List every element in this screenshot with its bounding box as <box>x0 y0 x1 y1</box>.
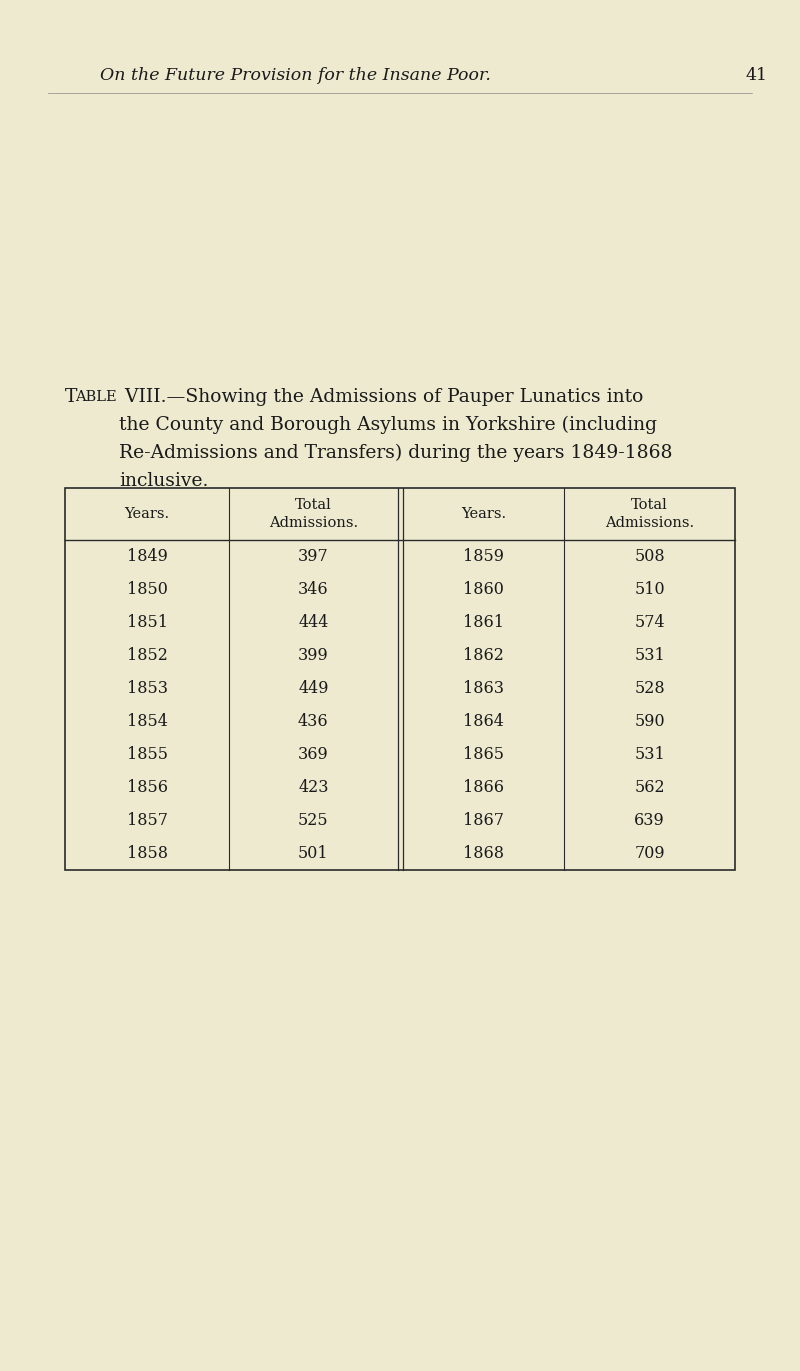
Text: 1856: 1856 <box>126 779 167 797</box>
Bar <box>65 488 735 871</box>
Text: 525: 525 <box>298 812 329 829</box>
Text: 1852: 1852 <box>126 647 167 664</box>
Text: 397: 397 <box>298 548 329 565</box>
Text: 1860: 1860 <box>463 581 504 598</box>
Text: 41: 41 <box>745 67 767 84</box>
Text: 369: 369 <box>298 746 329 764</box>
Text: 1864: 1864 <box>463 713 504 729</box>
Text: 510: 510 <box>634 581 665 598</box>
Text: Years.: Years. <box>125 507 170 521</box>
Text: 1857: 1857 <box>126 812 167 829</box>
Text: 1866: 1866 <box>463 779 504 797</box>
Text: Total
Admissions.: Total Admissions. <box>605 498 694 529</box>
Text: 562: 562 <box>634 779 665 797</box>
Text: 508: 508 <box>634 548 665 565</box>
Text: 436: 436 <box>298 713 329 729</box>
Text: 423: 423 <box>298 779 329 797</box>
Text: 590: 590 <box>634 713 665 729</box>
Text: Re-Admissions and Transfers) during the years 1849-1868: Re-Admissions and Transfers) during the … <box>119 444 673 462</box>
Text: 1863: 1863 <box>463 680 504 696</box>
Text: 1853: 1853 <box>126 680 167 696</box>
Text: 1849: 1849 <box>126 548 167 565</box>
Text: 1858: 1858 <box>126 845 167 862</box>
Text: 1850: 1850 <box>126 581 167 598</box>
Text: 1862: 1862 <box>463 647 504 664</box>
Text: 574: 574 <box>634 614 665 631</box>
Text: 1865: 1865 <box>463 746 504 764</box>
Text: 709: 709 <box>634 845 665 862</box>
Text: 1861: 1861 <box>463 614 504 631</box>
Text: the County and Borough Asylums in Yorkshire (including: the County and Borough Asylums in Yorksh… <box>119 415 657 435</box>
Text: 449: 449 <box>298 680 329 696</box>
Text: 639: 639 <box>634 812 665 829</box>
Text: 501: 501 <box>298 845 329 862</box>
Text: 1859: 1859 <box>463 548 504 565</box>
Text: 531: 531 <box>634 746 665 764</box>
Text: 1855: 1855 <box>126 746 167 764</box>
Text: inclusive.: inclusive. <box>119 472 208 489</box>
Text: ABLE: ABLE <box>75 389 117 404</box>
Text: VIII.—Showing the Admissions of Pauper Lunatics into: VIII.—Showing the Admissions of Pauper L… <box>119 388 643 406</box>
Text: 531: 531 <box>634 647 665 664</box>
Text: 1867: 1867 <box>463 812 504 829</box>
Text: 1851: 1851 <box>126 614 167 631</box>
Text: 399: 399 <box>298 647 329 664</box>
Text: 1854: 1854 <box>126 713 167 729</box>
Text: T: T <box>65 388 78 406</box>
Text: Years.: Years. <box>461 507 506 521</box>
Text: 1868: 1868 <box>463 845 504 862</box>
Text: On the Future Provision for the Insane Poor.: On the Future Provision for the Insane P… <box>100 67 491 84</box>
Text: 346: 346 <box>298 581 329 598</box>
Text: 444: 444 <box>298 614 329 631</box>
Text: 528: 528 <box>634 680 665 696</box>
Text: Total
Admissions.: Total Admissions. <box>269 498 358 529</box>
